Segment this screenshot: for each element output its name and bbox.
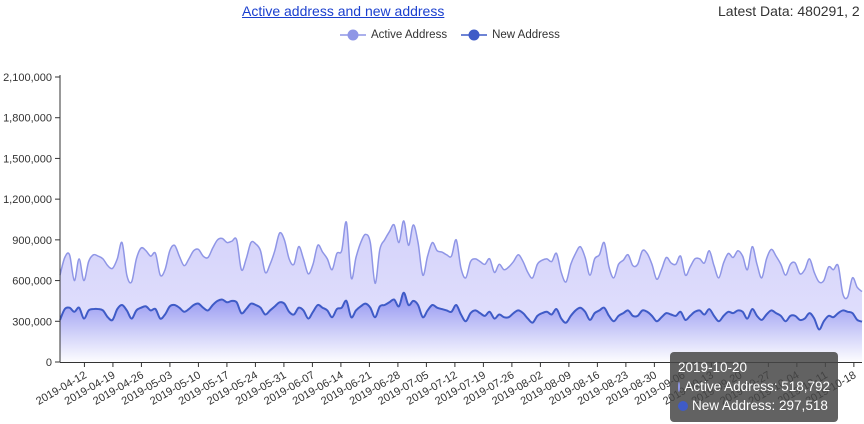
legend-label-active: Active Address bbox=[371, 29, 448, 41]
latest-data-text: Latest Data: 480291, 2 bbox=[718, 3, 860, 19]
tooltip-row-new: New Address: 297,518 bbox=[678, 396, 830, 415]
tooltip-new-dot-icon bbox=[678, 400, 688, 411]
tooltip-active-dot-icon bbox=[678, 381, 681, 392]
legend: Active Address New Address bbox=[340, 27, 574, 43]
legend-item-new[interactable]: New Address bbox=[461, 28, 560, 42]
legend-swatch-new-icon bbox=[461, 29, 488, 41]
y-tick-label: 600,000 bbox=[12, 276, 52, 288]
y-tick-label: 900,000 bbox=[12, 235, 52, 247]
legend-item-active[interactable]: Active Address bbox=[340, 28, 447, 42]
tooltip-active-value: Active Address: 518,792 bbox=[684, 379, 830, 394]
chart-title[interactable]: Active address and new address bbox=[242, 3, 445, 19]
y-tick-label: 2,100,000 bbox=[3, 72, 52, 84]
series-area-new-address bbox=[60, 292, 862, 362]
tooltip: 2019-10-20 Active Address: 518,792 New A… bbox=[670, 352, 838, 422]
series-line-new-address bbox=[59, 291, 863, 331]
series-line-active-address bbox=[59, 220, 863, 300]
tooltip-new-value: New Address: 297,518 bbox=[692, 398, 828, 413]
tooltip-row-active: Active Address: 518,792 bbox=[678, 377, 830, 396]
y-tick-label: 1,200,000 bbox=[3, 194, 52, 206]
y-tick-label: 1,500,000 bbox=[3, 153, 52, 165]
tooltip-date: 2019-10-20 bbox=[678, 360, 748, 375]
legend-swatch-active-icon bbox=[340, 29, 366, 41]
y-tick-label: 0 bbox=[46, 357, 52, 369]
y-tick-label: 1,800,000 bbox=[3, 113, 52, 125]
legend-label-new: New Address bbox=[492, 29, 560, 41]
y-tick-label: 300,000 bbox=[12, 316, 52, 328]
